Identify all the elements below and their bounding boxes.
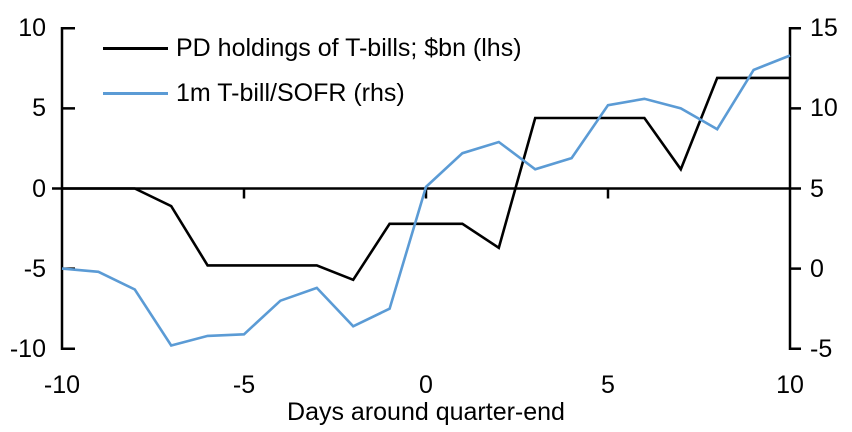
x-axis-tick-label: 0 (419, 371, 433, 399)
right-axis-tick-label: 15 (810, 14, 838, 43)
legend-entry-tbill-sofr: 1m T-bill/SOFR (rhs) (103, 79, 405, 107)
x-axis-title: Days around quarter-end (287, 398, 565, 426)
x-axis-tick-label: 10 (776, 371, 804, 399)
legend-label-tbill-sofr: 1m T-bill/SOFR (rhs) (176, 79, 405, 107)
right-axis-tick-label: 0 (810, 254, 824, 283)
right-axis-tick-label: -5 (810, 334, 833, 363)
left-axis-tick-label: 5 (32, 94, 46, 123)
legend-line-sample-blue (103, 91, 168, 95)
series-line-pd-holdings (62, 76, 790, 282)
legend-line-sample-black (103, 46, 168, 50)
legend-entry-pd-holdings: PD holdings of T-bills; $bn (lhs) (103, 34, 522, 62)
left-axis-tick-label: -10 (9, 334, 46, 363)
left-axis-tick-label: 10 (18, 14, 46, 43)
series-line-tbill-sofr (61, 54, 791, 347)
x-axis-tick-label: -5 (232, 371, 256, 399)
right-axis-tick-label: 10 (810, 94, 838, 123)
left-axis-tick-label: 0 (32, 174, 46, 203)
x-axis-tick-label: -10 (43, 371, 81, 399)
x-axis-tick-label: 5 (601, 371, 615, 399)
legend-label-pd-holdings: PD holdings of T-bills; $bn (lhs) (176, 34, 522, 62)
left-axis-tick-label: -5 (23, 254, 46, 283)
right-axis-tick-label: 5 (810, 174, 824, 203)
